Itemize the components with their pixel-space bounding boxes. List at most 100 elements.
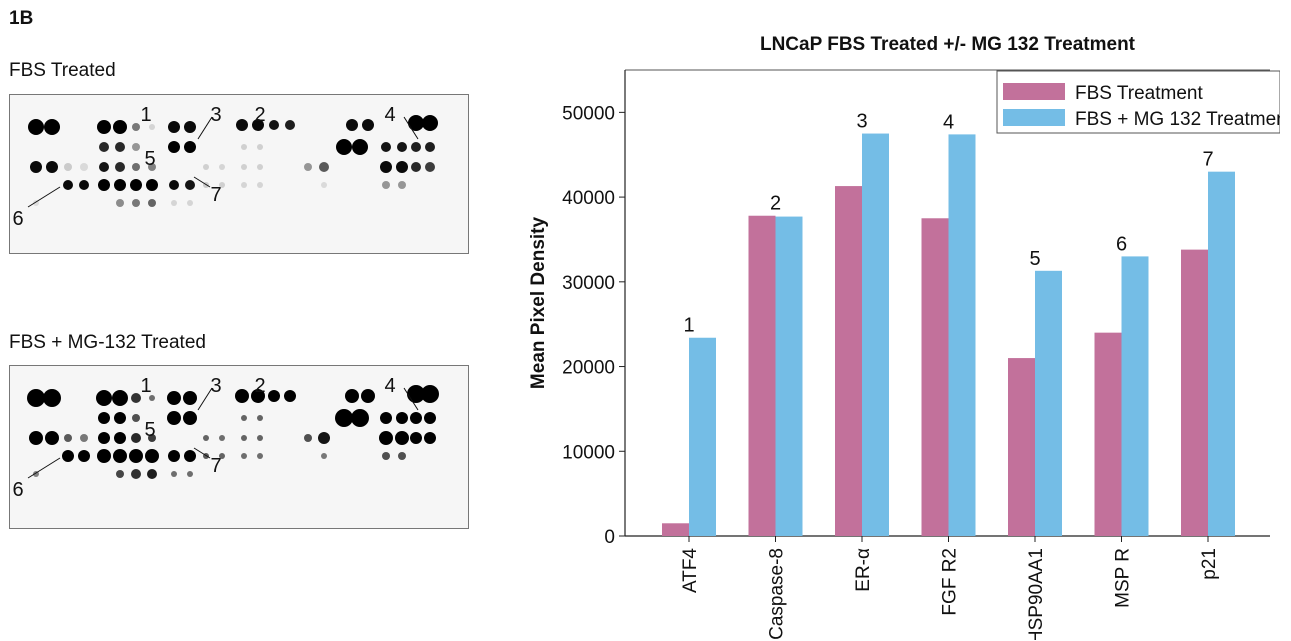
blot-spot (346, 119, 358, 131)
blot-spot (146, 179, 158, 191)
blot-spot (114, 412, 126, 424)
blot-spot (379, 431, 393, 445)
blot-spot (382, 452, 390, 460)
blot-spot (257, 435, 263, 441)
legend-swatch (1003, 109, 1065, 126)
blot-spot (285, 120, 295, 130)
blot-spot (145, 449, 159, 463)
blot-spot (252, 119, 264, 131)
blot-spot (187, 200, 193, 206)
blot-spots (27, 385, 439, 479)
blot-spot (64, 163, 72, 171)
blot-spot (361, 389, 375, 403)
callout-label: 2 (254, 104, 265, 126)
blot-spot (63, 180, 73, 190)
blot-spot (236, 119, 248, 131)
bar-fbs-mg132 (1208, 171, 1235, 536)
callout-label: 5 (144, 148, 155, 170)
callout-label: 6 (12, 479, 23, 501)
bar-number-label: 3 (856, 111, 867, 133)
blot-spot (114, 179, 126, 191)
callout-label: 3 (210, 375, 221, 397)
bar-fbs (1181, 249, 1208, 536)
blot-spot (398, 181, 406, 189)
blot-spot (168, 121, 180, 133)
blot-spot (30, 161, 42, 173)
blot-spot (171, 200, 177, 206)
blot-spot (422, 115, 438, 131)
bar-number-label: 2 (770, 193, 781, 215)
bar-number-label: 1 (683, 315, 694, 337)
blot-spot (219, 164, 225, 170)
blot-spot (257, 415, 263, 421)
blot-spot (257, 182, 263, 188)
bar-fbs-mg132 (689, 337, 716, 536)
figure-label: 1B (9, 8, 34, 29)
callout-line (27, 457, 61, 479)
x-tick-label: FGF R2 (940, 548, 961, 616)
blot-spot (257, 164, 263, 170)
blot-spot (171, 471, 177, 477)
blot-spot (167, 411, 181, 425)
blot-spot (321, 453, 327, 459)
blot-spot (114, 432, 126, 444)
blot-spot (284, 390, 296, 402)
y-tick-label: 20000 (562, 358, 615, 379)
blot-spot (148, 434, 156, 442)
blot-spot (318, 432, 330, 444)
y-tick-label: 0 (604, 527, 615, 548)
bar-fbs-mg132 (948, 134, 976, 536)
y-tick-label: 40000 (562, 188, 615, 209)
blot-spot (241, 182, 247, 188)
blot-spot (241, 453, 247, 459)
blot-spot (269, 120, 279, 130)
blot-spot (352, 139, 368, 155)
blot-spot (149, 395, 155, 401)
blot-spot (184, 450, 196, 462)
x-tick-label: HSP90AA1 (1026, 548, 1047, 640)
blot-spot (345, 389, 359, 403)
blot-spot (130, 179, 142, 191)
blot-spot (147, 469, 157, 479)
blot-spot (45, 431, 59, 445)
blot-spot (241, 435, 247, 441)
bar-chart: LNCaP FBS Treated +/- MG 132 Treatment 0 1… (528, 34, 1280, 640)
blot-spot (132, 143, 140, 151)
blot-spot (115, 162, 125, 172)
blot-spot (46, 161, 58, 173)
blot-spot (168, 450, 180, 462)
callout-line (193, 176, 211, 188)
blot-spot (98, 179, 110, 191)
bar-fbs-mg132 (775, 216, 803, 536)
x-tick-label: ATF4 (680, 548, 701, 593)
blot-spot (336, 139, 352, 155)
blot-spot (43, 389, 61, 407)
x-tick-label: p21 (1199, 548, 1220, 580)
bar-fbs (662, 523, 689, 536)
legend-entry: FBS Treatment (1075, 83, 1203, 104)
blot-spot (408, 115, 424, 131)
blot-spot (131, 433, 141, 443)
blot-spot (183, 411, 197, 425)
blot-spot (397, 142, 407, 152)
blot-image-fbs: 1 2 3 4 5 6 7 (12, 104, 438, 230)
blot-fbs-mg132: 1 2 3 4 5 6 7 (9, 365, 469, 529)
blot-spot (185, 180, 195, 190)
blot-spot (167, 391, 181, 405)
legend-entry: FBS + MG 132 Treatment (1075, 109, 1280, 130)
blot-spot (203, 435, 209, 441)
blot-spot (132, 199, 140, 207)
x-tick-label: Caspase-8 (767, 548, 788, 640)
callout-label: 7 (210, 184, 221, 206)
blot-spot (241, 144, 247, 150)
callout-label: 4 (384, 375, 395, 397)
callout-label: 5 (144, 419, 155, 441)
callout-line (197, 116, 213, 140)
blot-spot (116, 199, 124, 207)
blot-spot (396, 161, 408, 173)
blot-spot (64, 434, 72, 442)
bar-fbs-mg132 (1121, 256, 1149, 536)
blot-spot (112, 390, 128, 406)
blot-spot (410, 412, 422, 424)
blot-spot (257, 453, 263, 459)
